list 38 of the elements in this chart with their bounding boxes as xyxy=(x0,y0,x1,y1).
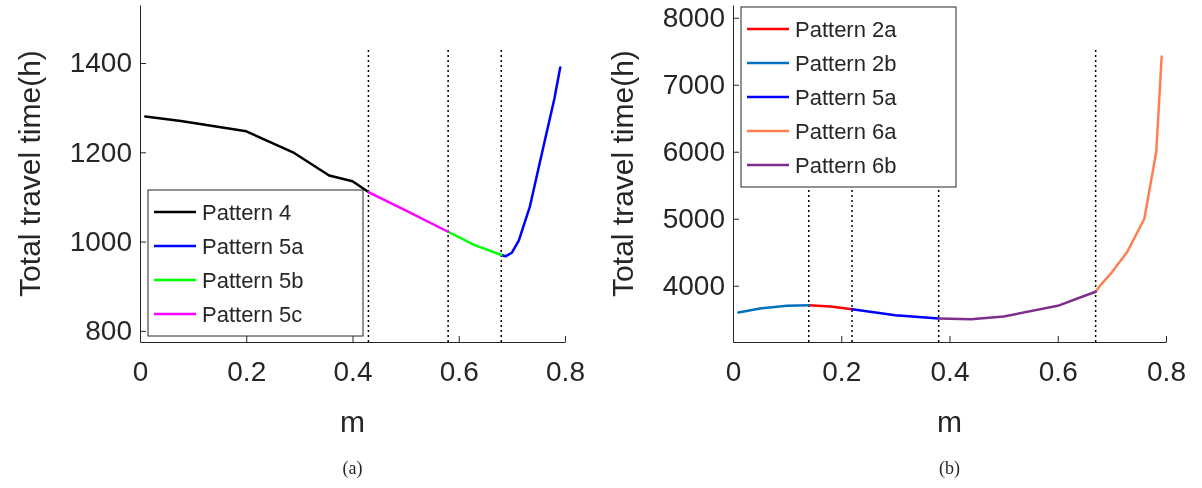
y-tick-label: 6000 xyxy=(662,136,725,168)
y-tick-label: 7000 xyxy=(662,69,725,101)
legend-label: Pattern 4 xyxy=(202,199,292,225)
y-tick-label: 1000 xyxy=(69,226,132,258)
x-axis-title: m xyxy=(340,405,365,438)
x-tick-label: 0.6 xyxy=(1038,356,1078,388)
legend-label: Pattern 5a xyxy=(795,84,898,110)
legend-label: Pattern 2b xyxy=(795,50,897,76)
x-tick-label: 0.2 xyxy=(822,356,862,388)
x-tick-label: 0.8 xyxy=(1147,356,1186,388)
line-series xyxy=(937,290,1097,321)
y-tick-label: 8000 xyxy=(662,2,725,34)
y-tick-label: 800 xyxy=(85,315,132,347)
text: (b) xyxy=(939,458,960,479)
y-axis-title: Total travel time(h) xyxy=(606,50,639,297)
x-tick-label: 0.6 xyxy=(439,356,479,388)
x-tick-label: 0.4 xyxy=(333,356,373,388)
text: (a) xyxy=(342,458,363,479)
y-tick-label: 5000 xyxy=(662,203,725,235)
x-tick-label: 0.2 xyxy=(227,356,267,388)
legend-label: Pattern 6a xyxy=(795,118,898,144)
x-axis-title: m xyxy=(937,405,962,438)
line-series xyxy=(1094,55,1163,293)
legend-label: Pattern 6b xyxy=(795,152,897,178)
legend-label: Pattern 2a xyxy=(795,16,898,42)
y-tick-label: 1200 xyxy=(69,136,132,168)
x-tick-label: 0 xyxy=(725,356,742,388)
line-series xyxy=(737,303,811,314)
y-tick-label: 4000 xyxy=(662,270,725,302)
legend-label: Pattern 5c xyxy=(202,301,303,327)
line-series xyxy=(500,66,562,258)
x-tick-label: 0.4 xyxy=(930,356,970,388)
legend-label: Pattern 5a xyxy=(202,233,305,259)
y-tick-label: 1400 xyxy=(69,47,132,79)
legend-label: Pattern 5b xyxy=(202,267,304,293)
x-tick-label: 0.8 xyxy=(546,356,585,388)
x-tick-label: 0 xyxy=(132,356,149,388)
y-axis-title: Total travel time(h) xyxy=(13,50,46,297)
